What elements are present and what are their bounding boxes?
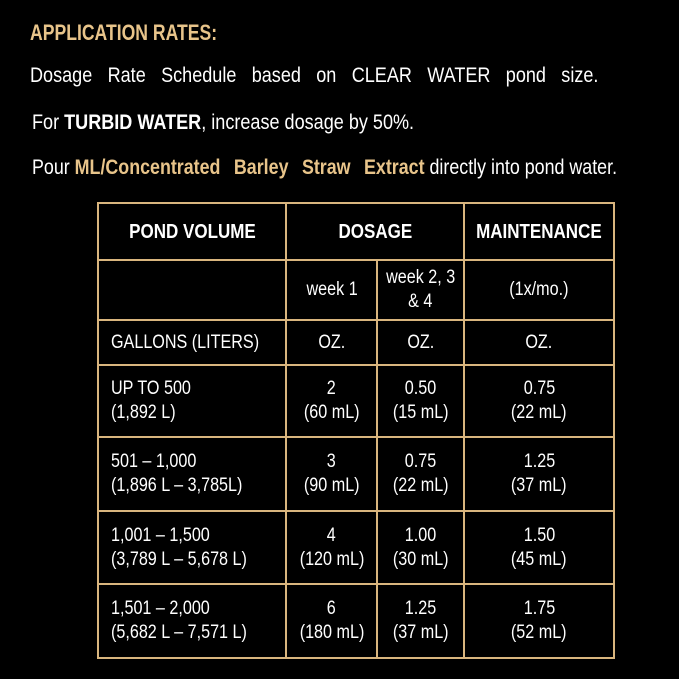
cell-text: (120 mL) bbox=[299, 548, 365, 570]
cell-text: (5,682 L – 7,571 L) bbox=[111, 622, 247, 643]
table-row: 1,501 – 2,000 (5,682 L – 7,571 L) 6 (180 m… bbox=[96, 583, 615, 659]
cell-text: 1.50 bbox=[523, 524, 555, 546]
header-maintenance: MAINTENANCE bbox=[463, 202, 615, 261]
table-row: 501 – 1,000 (1,896 L – 3,785L) 3 (90 mL) 0… bbox=[96, 436, 615, 512]
cell-text: (37 mL) bbox=[392, 622, 449, 643]
cell-text: (1,892 L) bbox=[111, 402, 176, 423]
cell-text: (37 mL) bbox=[511, 475, 567, 496]
cell-text: OZ. bbox=[525, 331, 553, 353]
cell-text: 2 bbox=[327, 378, 337, 399]
product-name: ML/Concentrated Barley Straw Extract bbox=[74, 156, 425, 179]
text: Pour bbox=[32, 156, 75, 179]
units-maintenance: OZ. bbox=[463, 319, 615, 366]
cell-text: (3,789 L – 5,678 L) bbox=[111, 548, 247, 570]
text: For bbox=[32, 111, 65, 134]
cell-text: (52 mL) bbox=[511, 622, 567, 643]
cell-text: (15 mL) bbox=[392, 402, 449, 423]
cell-text: 1,501 – 2,000 bbox=[111, 598, 210, 619]
week234-cell: 1.00 (30 mL) bbox=[376, 510, 466, 585]
maintenance-cell: 1.75 (52 mL) bbox=[463, 583, 615, 659]
text: , increase dosage by 50%. bbox=[201, 111, 415, 134]
empty-cell bbox=[96, 259, 288, 321]
cell-text: (90 mL) bbox=[303, 475, 360, 496]
pour-instruction: Pour ML/Concentrated Barley Straw Extrac… bbox=[32, 156, 617, 180]
header-row: POND VOLUME DOSAGE MAINTENANCE bbox=[96, 202, 615, 261]
clear-water-note: Dosage Rate Schedule based on CLEAR WATE… bbox=[30, 64, 599, 87]
cell-text: (180 mL) bbox=[299, 622, 365, 643]
week1-cell: 4 (120 mL) bbox=[285, 510, 379, 585]
week1-cell: 2 (60 mL) bbox=[285, 364, 379, 438]
week234-cell: 0.50 (15 mL) bbox=[376, 364, 466, 438]
cell-text: (30 mL) bbox=[392, 548, 449, 570]
cell-text: week 1 bbox=[306, 279, 358, 300]
heading: APPLICATION RATES: bbox=[30, 20, 218, 45]
text: directly into pond water. bbox=[424, 156, 618, 179]
week234-cell: 1.25 (37 mL) bbox=[376, 583, 466, 659]
cell-text: MAINTENANCE bbox=[476, 220, 602, 243]
subheader-week1: week 1 bbox=[285, 259, 379, 321]
cell-text: (60 mL) bbox=[303, 402, 360, 423]
cell-text: 3 bbox=[327, 451, 337, 472]
cell-text: (1,896 L – 3,785L) bbox=[111, 475, 243, 496]
week1-cell: 6 (180 mL) bbox=[285, 583, 379, 659]
cell-text: & 4 bbox=[408, 291, 433, 312]
cell-text: OZ. bbox=[407, 331, 435, 353]
dosage-table: POND VOLUME DOSAGE MAINTENANCE week 1 we… bbox=[96, 202, 615, 659]
units-week1: OZ. bbox=[285, 319, 379, 366]
cell-text: 6 bbox=[327, 598, 337, 619]
week234-cell: 0.75 (22 mL) bbox=[376, 436, 466, 512]
header-dosage: DOSAGE bbox=[285, 202, 466, 261]
maintenance-cell: 1.50 (45 mL) bbox=[463, 510, 615, 585]
volume-cell: 1,501 – 2,000 (5,682 L – 7,571 L) bbox=[96, 583, 288, 659]
cell-text: (1x/mo.) bbox=[509, 279, 569, 300]
maintenance-cell: 0.75 (22 mL) bbox=[463, 364, 615, 438]
volume-cell: 1,001 – 1,500 (3,789 L – 5,678 L) bbox=[96, 510, 288, 585]
volume-cell: UP TO 500 (1,892 L) bbox=[96, 364, 288, 438]
cell-text: UP TO 500 bbox=[111, 378, 191, 399]
cell-text: OZ. bbox=[318, 331, 346, 353]
maintenance-cell: 1.25 (37 mL) bbox=[463, 436, 615, 512]
week1-cell: 3 (90 mL) bbox=[285, 436, 379, 512]
table-row: UP TO 500 (1,892 L) 2 (60 mL) 0.50 (15 mL) … bbox=[96, 364, 615, 438]
cell-text: 1.25 bbox=[523, 451, 555, 472]
cell-text: (22 mL) bbox=[511, 402, 567, 423]
cell-text: DOSAGE bbox=[338, 220, 413, 243]
turbid-water-note: For TURBID WATER, increase dosage by 50%… bbox=[32, 111, 414, 135]
cell-text: 0.50 bbox=[404, 378, 437, 399]
units-volume: GALLONS (LITERS) bbox=[96, 319, 288, 366]
header-pond-volume: POND VOLUME bbox=[96, 202, 288, 261]
cell-text: GALLONS (LITERS) bbox=[111, 331, 260, 353]
volume-cell: 501 – 1,000 (1,896 L – 3,785L) bbox=[96, 436, 288, 512]
cell-text: POND VOLUME bbox=[128, 220, 256, 243]
subheader-row: week 1 week 2, 3 & 4 (1x/mo.) bbox=[96, 259, 615, 321]
cell-text: (22 mL) bbox=[392, 475, 449, 496]
cell-text: 1.25 bbox=[404, 598, 437, 619]
cell-text: 0.75 bbox=[404, 451, 437, 472]
cell-text: 501 – 1,000 bbox=[111, 451, 197, 472]
cell-text: 4 bbox=[327, 524, 337, 546]
cell-text: 1,001 – 1,500 bbox=[111, 524, 210, 546]
units-week234: OZ. bbox=[376, 319, 466, 366]
subheader-week234: week 2, 3 & 4 bbox=[376, 259, 466, 321]
turbid-water-label: TURBID WATER bbox=[64, 111, 202, 134]
cell-text: week 2, 3 bbox=[386, 267, 456, 288]
cell-text: 0.75 bbox=[523, 378, 555, 399]
subheader-maintenance: (1x/mo.) bbox=[463, 259, 615, 321]
table-row: 1,001 – 1,500 (3,789 L – 5,678 L) 4 (120 m… bbox=[96, 510, 615, 585]
cell-text: 1.00 bbox=[404, 524, 437, 546]
cell-text: (45 mL) bbox=[511, 548, 567, 570]
cell-text: 1.75 bbox=[523, 598, 555, 619]
units-row: GALLONS (LITERS) OZ. OZ. OZ. bbox=[96, 319, 615, 366]
